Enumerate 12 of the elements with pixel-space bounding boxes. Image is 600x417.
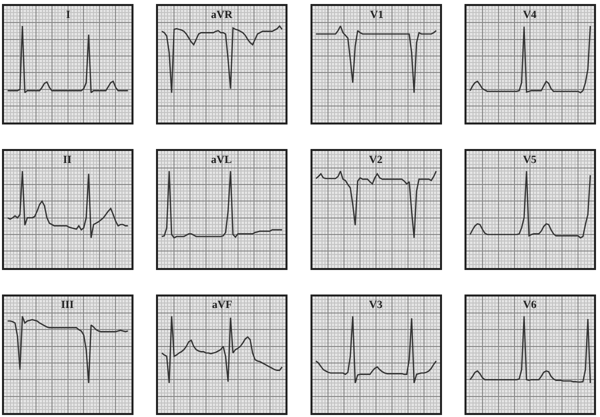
chart-title: aVL [211, 154, 232, 166]
chart-title: V6 [523, 299, 537, 311]
chart-title: III [61, 299, 74, 311]
chart-title: V4 [523, 9, 537, 21]
chart-title: II [63, 154, 72, 166]
chart-title: I [66, 9, 70, 21]
chart-title: V1 [370, 9, 384, 21]
chart-title: V2 [369, 154, 383, 166]
chart-title: V5 [523, 154, 537, 166]
chart-title: V3 [369, 299, 383, 311]
chart-title: aVR [211, 9, 234, 21]
chart-title: aVF [212, 299, 232, 311]
